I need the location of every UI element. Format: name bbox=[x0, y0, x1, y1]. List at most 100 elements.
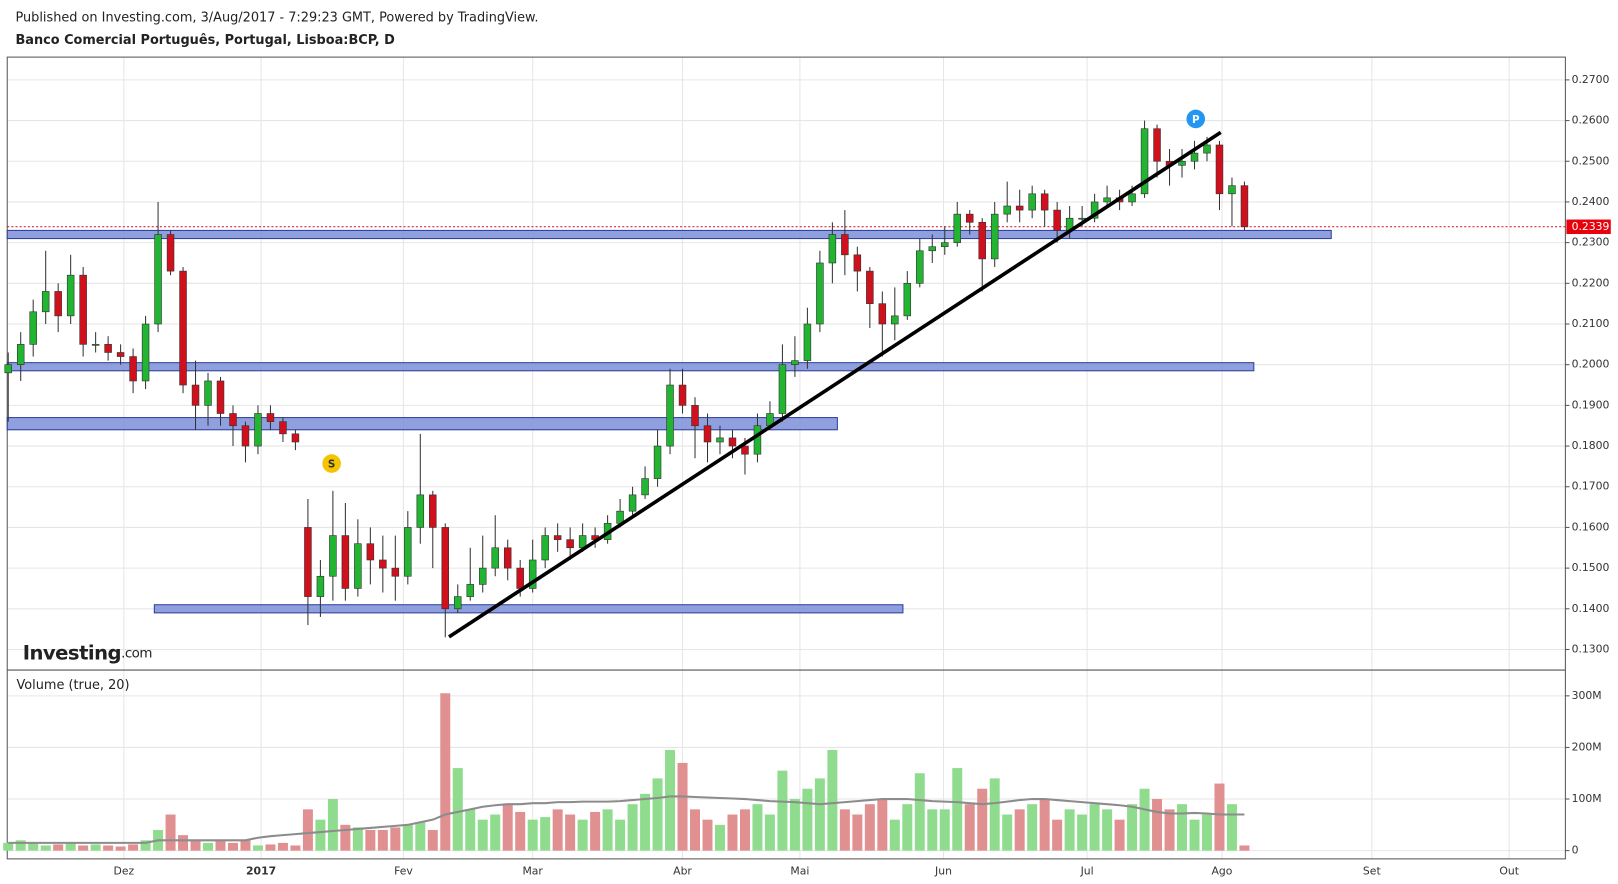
y-tick-label: 0.2600 bbox=[1572, 114, 1610, 127]
x-tick-label: Fev bbox=[394, 864, 413, 877]
candle-body bbox=[291, 433, 300, 443]
volume-bar bbox=[340, 824, 351, 851]
volume-bar bbox=[240, 840, 251, 851]
candle-body bbox=[1228, 185, 1236, 195]
y-tick-label: 0.2100 bbox=[1572, 317, 1610, 330]
candle-body bbox=[4, 364, 12, 374]
last-price-box bbox=[1566, 219, 1611, 234]
volume-bar bbox=[839, 809, 850, 851]
candle-body bbox=[916, 250, 924, 284]
signal-marker bbox=[322, 454, 341, 473]
volume-bar bbox=[402, 824, 413, 851]
candle-body bbox=[753, 425, 762, 455]
y-tick-label: 0.1400 bbox=[1572, 602, 1610, 615]
volume-bar bbox=[777, 770, 788, 851]
candle-body bbox=[1028, 193, 1036, 211]
volume-bar bbox=[852, 814, 863, 851]
volume-bar bbox=[677, 762, 688, 851]
candle-body bbox=[1140, 128, 1149, 195]
candle-body bbox=[429, 494, 437, 528]
candle-body bbox=[878, 303, 887, 325]
logo: Investing.com bbox=[23, 641, 152, 664]
candle-body bbox=[903, 283, 912, 317]
support-zone bbox=[6, 362, 1255, 372]
candle-body bbox=[728, 437, 737, 447]
candle-body bbox=[1103, 197, 1111, 203]
candle-body bbox=[316, 575, 325, 597]
volume-title: Volume (true, 20) bbox=[17, 678, 130, 693]
volume-bar bbox=[1127, 804, 1138, 851]
volume-tick-label: 100M bbox=[1572, 792, 1602, 805]
signal-label: P bbox=[1192, 114, 1200, 126]
volume-bar bbox=[28, 842, 39, 851]
volume-bar bbox=[914, 773, 925, 851]
volume-bar bbox=[327, 799, 338, 851]
candle-body bbox=[454, 596, 462, 610]
volume-bar bbox=[602, 809, 613, 851]
x-tick-label: Jul bbox=[1080, 864, 1094, 877]
logo-suffix: .com bbox=[121, 647, 152, 662]
candle-body bbox=[1078, 217, 1086, 220]
candle-body bbox=[1190, 152, 1199, 162]
volume-bar bbox=[640, 793, 651, 851]
volume-bar bbox=[590, 811, 601, 851]
volume-bar bbox=[939, 809, 950, 851]
volume-bar bbox=[203, 842, 214, 851]
x-tick-label: Set bbox=[1363, 864, 1381, 877]
candle-body bbox=[503, 547, 512, 569]
candle-body bbox=[1015, 205, 1024, 211]
volume-bar bbox=[552, 809, 563, 851]
support-zone bbox=[6, 229, 1332, 240]
candle-body bbox=[91, 344, 100, 346]
candle-body bbox=[279, 421, 287, 435]
volume-bar bbox=[365, 829, 376, 851]
volume-bar bbox=[1201, 814, 1212, 851]
volume-bar bbox=[277, 842, 288, 851]
x-tick-label: Jun bbox=[934, 864, 952, 877]
volume-bar bbox=[515, 811, 526, 851]
volume-bar bbox=[352, 827, 363, 851]
candle-body bbox=[778, 364, 787, 414]
candle-body bbox=[366, 543, 375, 561]
candle-body bbox=[329, 535, 337, 577]
volume-bar bbox=[1102, 809, 1113, 851]
trendline bbox=[448, 130, 1222, 639]
candle-body bbox=[16, 344, 25, 365]
candle-body bbox=[1040, 193, 1049, 211]
volume-bar bbox=[215, 840, 226, 851]
volume-bar bbox=[827, 750, 838, 851]
volume-bar bbox=[390, 827, 401, 851]
volume-bar bbox=[477, 819, 488, 851]
signal-marker bbox=[1186, 109, 1206, 129]
candle-body bbox=[354, 543, 362, 589]
candle-body bbox=[416, 494, 425, 528]
candle-body bbox=[116, 352, 125, 357]
y-tick-label: 0.2500 bbox=[1572, 154, 1610, 167]
candle-body bbox=[965, 213, 974, 223]
candle-body bbox=[1003, 205, 1011, 215]
volume-bar bbox=[864, 804, 875, 851]
candle-body bbox=[1053, 209, 1061, 231]
volume-bar bbox=[103, 845, 114, 851]
candle-body bbox=[204, 380, 212, 406]
candle-body bbox=[154, 234, 162, 325]
candle-body bbox=[441, 527, 450, 610]
volume-bar bbox=[1027, 804, 1038, 851]
candle-body bbox=[628, 494, 637, 512]
volume-bar bbox=[690, 809, 701, 851]
volume-bar bbox=[1214, 783, 1225, 851]
candle-body bbox=[978, 221, 986, 260]
volume-bar bbox=[714, 824, 725, 851]
volume-bar bbox=[927, 809, 938, 851]
volume-bar bbox=[190, 840, 201, 851]
volume-bar bbox=[165, 814, 176, 851]
volume-bar bbox=[565, 814, 576, 851]
volume-tick-label: 0 bbox=[1572, 844, 1579, 857]
candle-body bbox=[241, 425, 250, 447]
candle-body bbox=[129, 356, 137, 382]
volume-bar bbox=[502, 804, 513, 851]
volume-bar bbox=[1189, 819, 1200, 851]
candle-body bbox=[516, 567, 524, 589]
volume-bar bbox=[490, 814, 501, 851]
